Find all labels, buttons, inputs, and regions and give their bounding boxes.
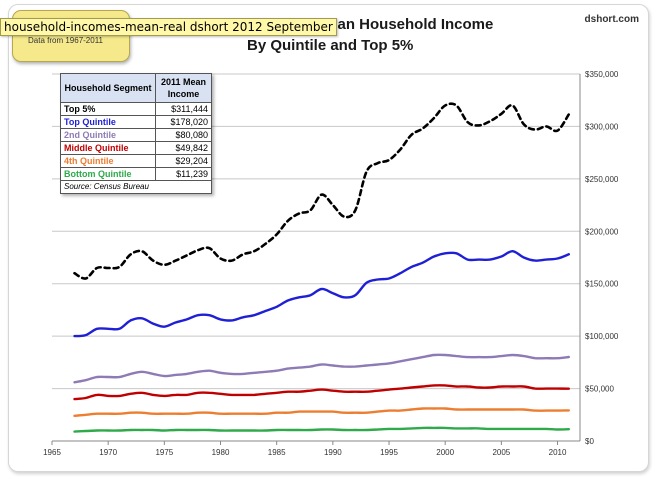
legend-segment: 2nd Quintile <box>60 128 156 142</box>
series-line-middle-quintile <box>73 384 570 401</box>
legend-segment: Top Quintile <box>60 115 156 129</box>
x-tick-label: 2000 <box>436 448 454 457</box>
y-tick-label: $350,000 <box>585 70 619 79</box>
legend-value: $311,444 <box>155 102 212 116</box>
legend-value: $49,842 <box>155 141 212 155</box>
y-tick-label: $0 <box>585 437 594 446</box>
chart-title-line1: ed) Mean Household Income <box>290 16 494 33</box>
legend-value: $11,239 <box>155 167 212 181</box>
data-range-note: Data from 1967-2011 <box>28 36 104 45</box>
y-tick-label: $100,000 <box>585 332 619 341</box>
legend-row: 4th Quintile $29,204 <box>60 154 212 168</box>
y-tick-label: $50,000 <box>585 385 614 394</box>
y-tick-label: $150,000 <box>585 280 619 289</box>
hover-tooltip: household-incomes-mean-real dshort 2012 … <box>0 18 337 36</box>
y-tick-label: $300,000 <box>585 122 619 131</box>
x-tick-label: 1965 <box>43 448 61 457</box>
series-line-top-5 <box>73 102 571 280</box>
legend-segment: Middle Quintile <box>60 141 156 155</box>
x-tick-label: 2010 <box>549 448 567 457</box>
x-tick-label: 1995 <box>380 448 398 457</box>
legend-row: Middle Quintile $49,842 <box>60 141 212 155</box>
legend-value: $178,020 <box>155 115 212 129</box>
legend-segment: 4th Quintile <box>60 154 156 168</box>
series-line-2nd-quintile <box>73 353 570 384</box>
source-note: Source: Census Bureau <box>60 180 212 194</box>
series-line-bottom-quintile <box>73 426 570 433</box>
x-tick-label: 1975 <box>155 448 173 457</box>
header-value: 2011 Mean Income <box>155 73 212 103</box>
legend-table: Household Segment 2011 Mean Income Top 5… <box>60 73 212 194</box>
x-tick-label: 1985 <box>268 448 286 457</box>
chart-title-line2: By Quintile and Top 5% <box>247 37 414 54</box>
header-segment: Household Segment <box>60 73 156 103</box>
legend-row: Top 5% $311,444 <box>60 102 212 116</box>
y-tick-label: $200,000 <box>585 227 619 236</box>
series-line-4th-quintile <box>73 407 570 417</box>
legend-row: Top Quintile $178,020 <box>60 115 212 129</box>
x-tick-label: 1970 <box>99 448 117 457</box>
y-tick-label: $250,000 <box>585 175 619 184</box>
legend-value: $29,204 <box>155 154 212 168</box>
x-tick-label: 1990 <box>324 448 342 457</box>
legend-source-row: Source: Census Bureau <box>60 180 212 194</box>
series-line-top-quintile <box>73 250 570 338</box>
x-tick-label: 2005 <box>492 448 510 457</box>
legend-segment: Top 5% <box>60 102 156 116</box>
brand-label: dshort.com <box>584 14 639 25</box>
legend-header-row: Household Segment 2011 Mean Income <box>60 73 212 103</box>
legend-row: Bottom Quintile $11,239 <box>60 167 212 181</box>
legend-segment: Bottom Quintile <box>60 167 156 181</box>
legend-value: $80,080 <box>155 128 212 142</box>
x-tick-label: 1980 <box>212 448 230 457</box>
legend-row: 2nd Quintile $80,080 <box>60 128 212 142</box>
